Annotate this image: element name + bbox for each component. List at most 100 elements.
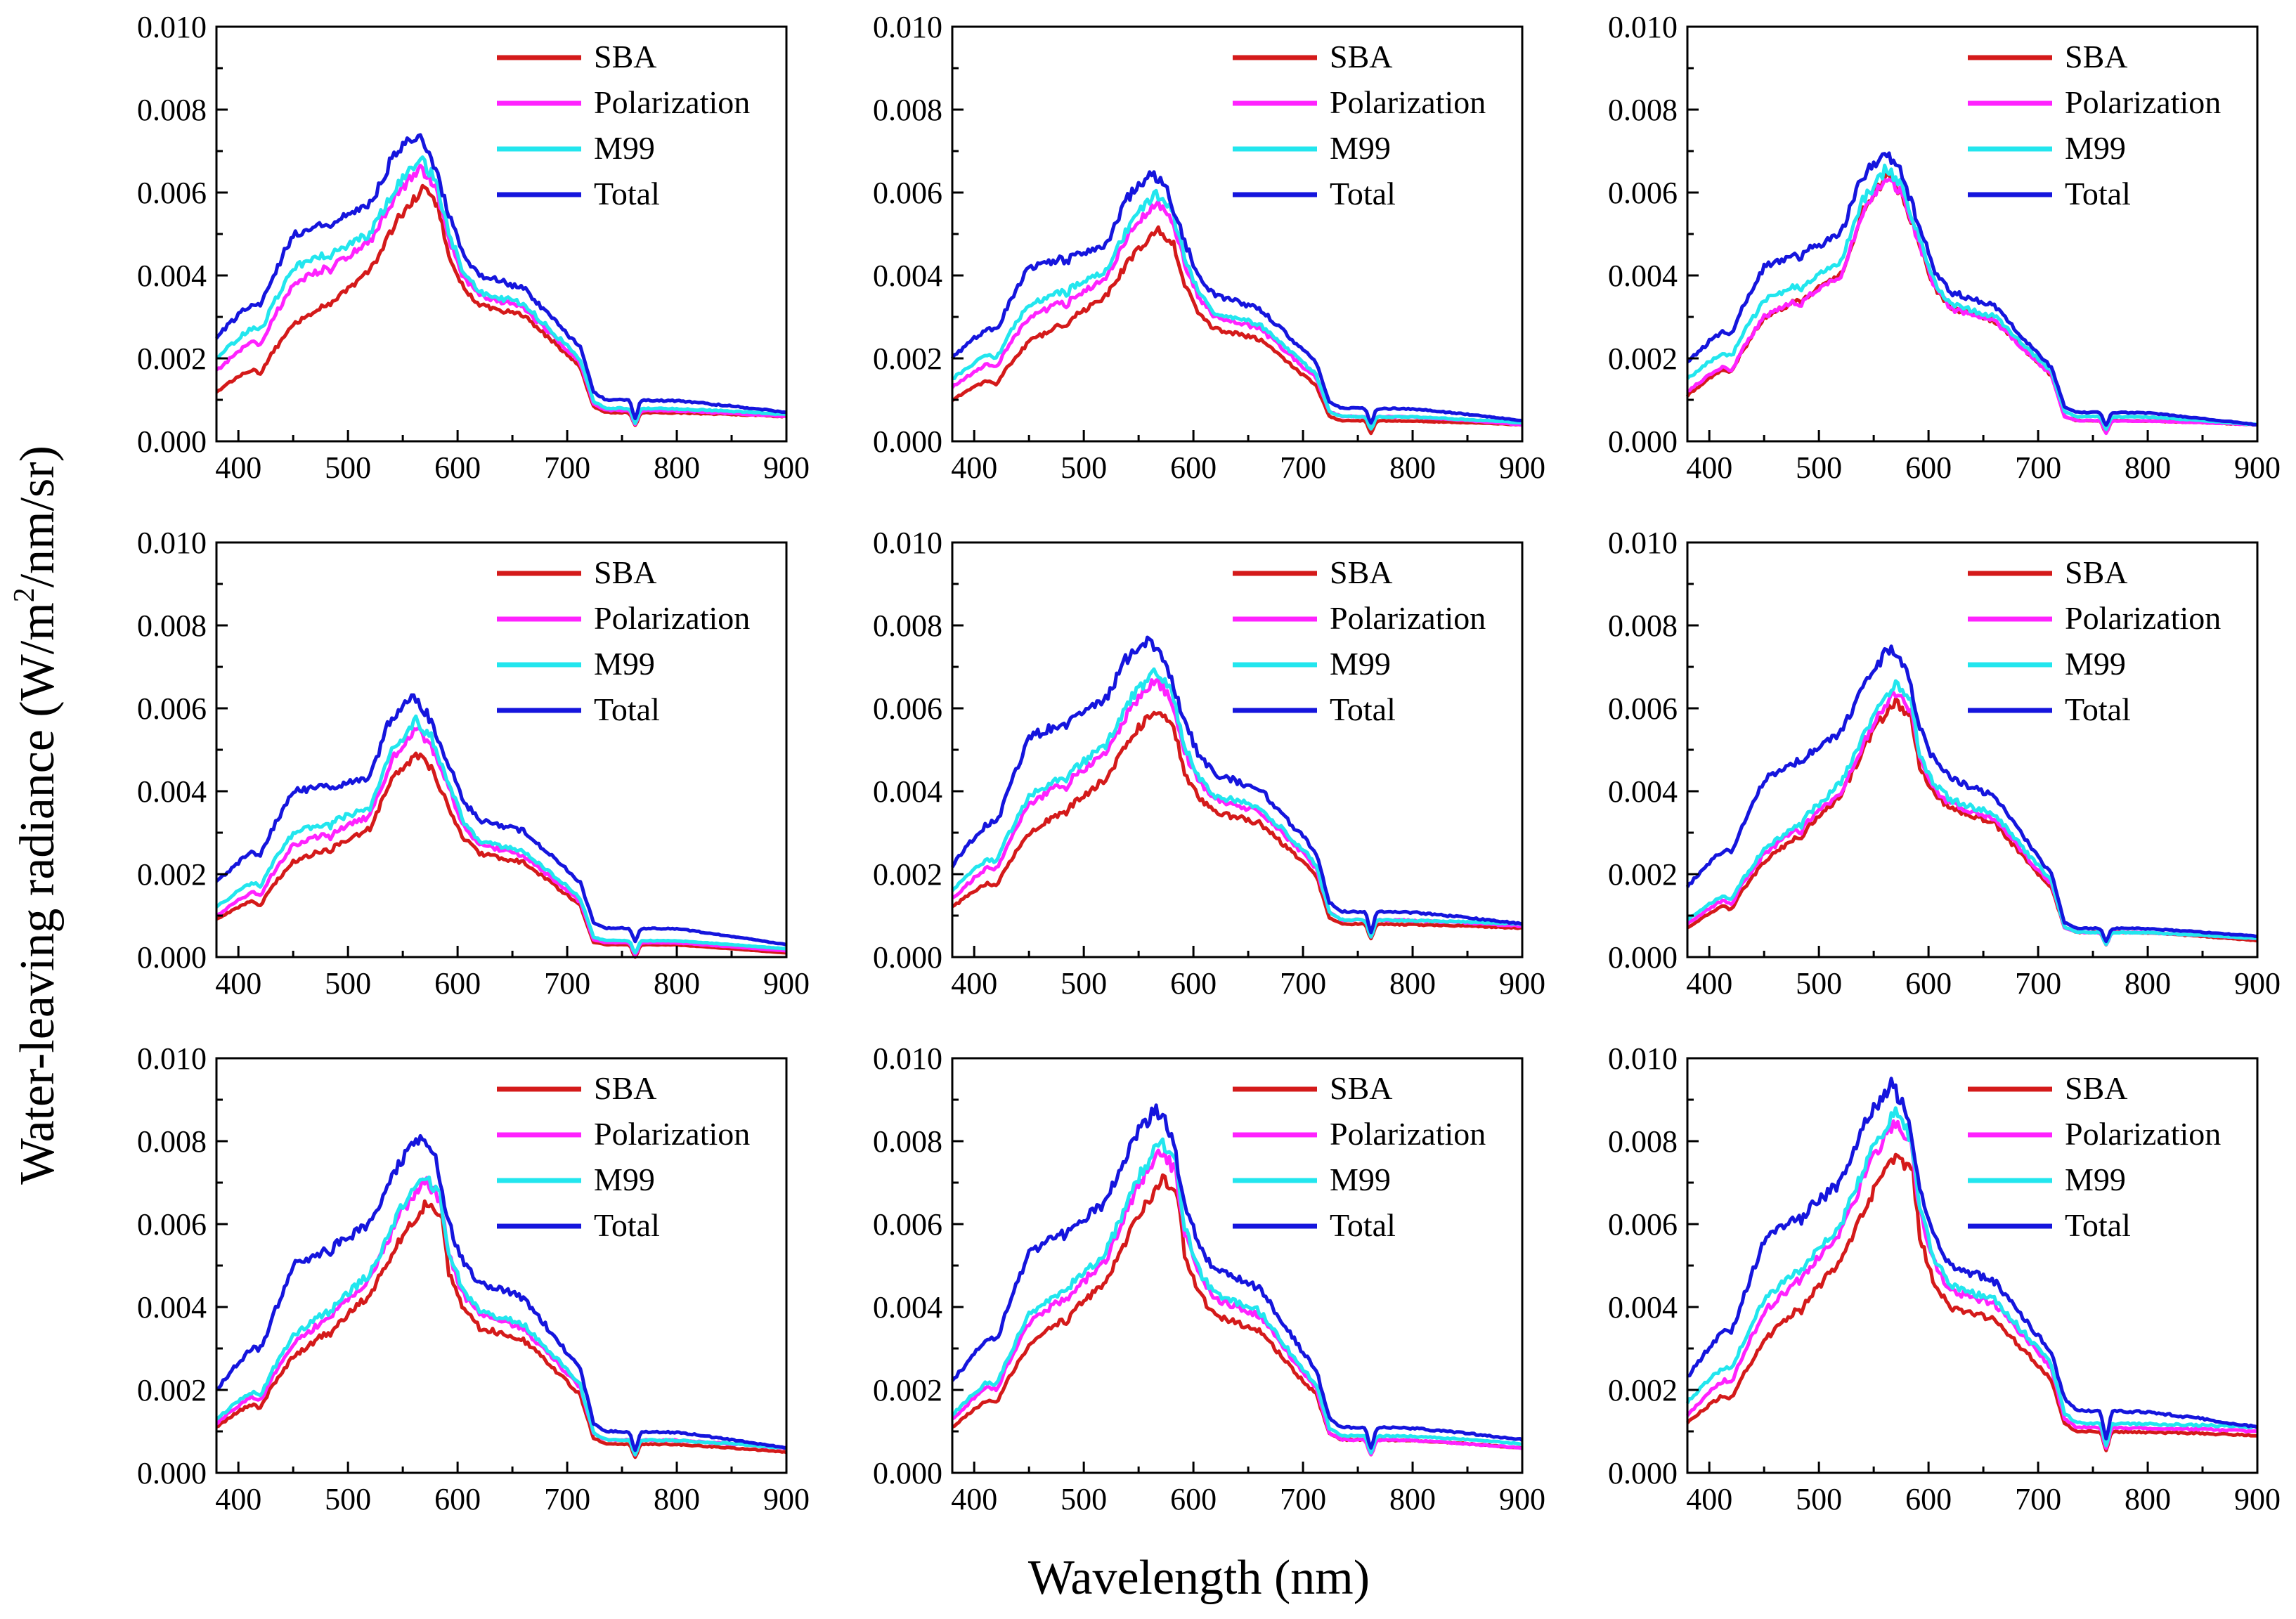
y-tick-label: 0.006 — [873, 176, 942, 210]
legend-label-sba: SBA — [1330, 39, 1392, 74]
x-axis-title: Wavelength (nm) — [1028, 1551, 1370, 1605]
legend-label-sba: SBA — [594, 39, 656, 74]
y-tick-label: 0.008 — [873, 93, 942, 127]
panel-3: 400 500 600 700 800 900 0.000 0.002 0.004 0.006 0.… — [1608, 10, 2281, 485]
series-line-m99 — [1685, 1106, 2258, 1448]
series-line-m99 — [216, 155, 787, 426]
series-line-m99 — [1686, 679, 2258, 947]
legend-label-total: Total — [1330, 1207, 1396, 1243]
y-axis-title-prefix: Water-leaving radiance (W/m — [11, 602, 65, 1185]
y-tick-label: 0.008 — [137, 93, 207, 127]
legend-label-sba: SBA — [2065, 554, 2127, 590]
legend-label-m99: M99 — [1330, 130, 1391, 166]
series-line-total — [1687, 1077, 2259, 1441]
y-tick-label: 0.002 — [1608, 342, 1678, 376]
y-tick-label: 0.008 — [137, 1124, 207, 1159]
legend: SBA Polarization M99 Total — [1233, 1070, 1486, 1243]
y-tick-label: 0.008 — [873, 609, 942, 643]
x-tick-label: 700 — [1280, 966, 1326, 1001]
legend-label-polarization: Polarization — [2065, 1116, 2221, 1152]
legend-label-m99: M99 — [2065, 1162, 2126, 1197]
x-tick-label: 600 — [1905, 966, 1952, 1001]
y-tick-label: 0.002 — [137, 1373, 207, 1407]
y-tick-label: 0.008 — [873, 1124, 942, 1159]
x-tick-label: 800 — [1389, 966, 1436, 1001]
x-tick-label: 800 — [654, 450, 700, 485]
legend-label-polarization: Polarization — [2065, 600, 2221, 636]
series-line-polarization — [1685, 1119, 2258, 1450]
y-tick-label: 0.008 — [1608, 609, 1678, 643]
x-tick-label: 600 — [434, 966, 481, 1001]
y-tick-label: 0.010 — [137, 10, 207, 44]
y-tick-label: 0.006 — [1608, 1207, 1678, 1242]
legend-label-m99: M99 — [594, 130, 655, 166]
y-tick-label: 0.010 — [1608, 1041, 1678, 1076]
x-tick-label: 500 — [1061, 1482, 1107, 1516]
panel-4: 400 500 600 700 800 900 0.000 0.002 0.004 0.006 0.… — [137, 526, 810, 1001]
y-tick-label: 0.000 — [873, 424, 942, 459]
y-tick-label: 0.006 — [873, 691, 942, 726]
x-tick-label: 800 — [2125, 966, 2171, 1001]
series-line-total — [1686, 151, 2258, 427]
y-tick-label: 0.000 — [1608, 1456, 1678, 1490]
x-tick-label: 800 — [654, 1482, 700, 1516]
x-tick-label: 700 — [2015, 1482, 2061, 1516]
y-tick-label: 0.000 — [873, 1456, 942, 1490]
y-tick-label: 0.010 — [1608, 10, 1678, 44]
x-tick-label: 500 — [1061, 450, 1107, 485]
series-line-polarization — [215, 726, 787, 957]
y-tick-label: 0.008 — [137, 609, 207, 643]
x-tick-label: 400 — [951, 450, 997, 485]
legend-label-m99: M99 — [2065, 130, 2126, 166]
x-tick-label: 400 — [1686, 1482, 1732, 1516]
series-line-sba — [216, 1199, 787, 1459]
series-line-total — [215, 1133, 787, 1452]
x-tick-label: 800 — [1389, 1482, 1436, 1516]
series-line-m99 — [215, 1175, 787, 1457]
legend-label-polarization: Polarization — [1330, 600, 1486, 636]
legend-label-sba: SBA — [2065, 1070, 2127, 1106]
y-tick-label: 0.000 — [873, 940, 942, 975]
y-tick-label: 0.000 — [137, 1456, 207, 1490]
x-tick-label: 900 — [1499, 1482, 1545, 1516]
x-tick-label: 700 — [1280, 450, 1326, 485]
x-tick-label: 800 — [2125, 450, 2171, 485]
series-line-sba — [1686, 1152, 2257, 1452]
panel-2: 400 500 600 700 800 900 0.000 0.002 0.004 0.006 0.… — [873, 10, 1545, 485]
y-tick-label: 0.006 — [137, 691, 207, 726]
series-line-m99 — [215, 714, 787, 955]
legend-label-m99: M99 — [1330, 1162, 1391, 1197]
series-line-total — [950, 635, 1523, 935]
legend-label-total: Total — [1330, 176, 1396, 212]
y-tick-label: 0.000 — [1608, 940, 1678, 975]
series-line-m99 — [952, 188, 1523, 431]
y-tick-label: 0.010 — [873, 526, 942, 560]
legend-label-polarization: Polarization — [594, 1116, 750, 1152]
y-tick-label: 0.006 — [137, 176, 207, 210]
legend-label-sba: SBA — [1330, 554, 1392, 590]
y-tick-label: 0.010 — [1608, 526, 1678, 560]
y-tick-label: 0.006 — [873, 1207, 942, 1242]
y-tick-label: 0.000 — [137, 940, 207, 975]
legend-label-m99: M99 — [594, 1162, 655, 1197]
y-tick-label: 0.004 — [1608, 1290, 1678, 1325]
panel-5: 400 500 600 700 800 900 0.000 0.002 0.004 0.006 0.… — [873, 526, 1545, 1001]
y-tick-label: 0.006 — [137, 1207, 207, 1242]
series-line-sba — [951, 710, 1523, 941]
x-tick-label: 700 — [2015, 450, 2061, 485]
y-tick-label: 0.004 — [1608, 774, 1678, 809]
legend-label-total: Total — [594, 1207, 660, 1243]
y-tick-label: 0.006 — [1608, 691, 1678, 726]
x-tick-label: 500 — [1796, 450, 1842, 485]
y-tick-label: 0.010 — [137, 1041, 207, 1076]
x-tick-label: 600 — [434, 1482, 481, 1516]
y-tick-label: 0.000 — [1608, 424, 1678, 459]
legend: SBA Polarization M99 Total — [497, 1070, 750, 1243]
x-tick-label: 800 — [1389, 450, 1436, 485]
legend-label-total: Total — [1330, 691, 1396, 727]
x-tick-label: 500 — [325, 1482, 371, 1516]
y-tick-label: 0.004 — [873, 1290, 942, 1325]
panel-7: 400 500 600 700 800 900 0.000 0.002 0.004 0.006 0.… — [137, 1041, 810, 1516]
x-tick-label: 700 — [1280, 1482, 1326, 1516]
legend-label-total: Total — [594, 691, 660, 727]
